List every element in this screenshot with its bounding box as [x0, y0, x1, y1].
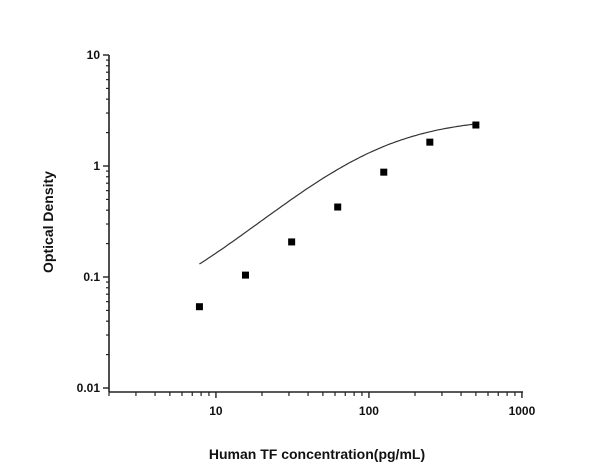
x-tick-label: 100	[359, 404, 379, 418]
curve-line	[199, 123, 476, 265]
axes: 0.01 0.1 1 10 10 100 1000	[77, 48, 536, 418]
y-tick-label: 1	[93, 159, 100, 173]
data-point-marker	[241, 271, 249, 279]
data-point-marker	[195, 303, 203, 311]
y-tick-label: 0.1	[83, 270, 100, 284]
y-axis-title: Optical Density	[40, 171, 56, 273]
x-tick-label: 1000	[509, 404, 536, 418]
x-tick-label: 10	[209, 404, 223, 418]
data-point-marker	[426, 138, 434, 146]
y-tick-label: 0.01	[77, 381, 101, 395]
data-point-marker	[380, 168, 388, 176]
data-point-marker	[472, 121, 480, 129]
data-point-marker	[334, 203, 342, 211]
data-point-marker	[288, 238, 296, 246]
fitted-curve	[199, 123, 476, 265]
x-axis-title: Human TF concentration(pg/mL)	[209, 446, 425, 462]
y-tick-label: 10	[87, 48, 101, 62]
data-points	[195, 121, 480, 311]
